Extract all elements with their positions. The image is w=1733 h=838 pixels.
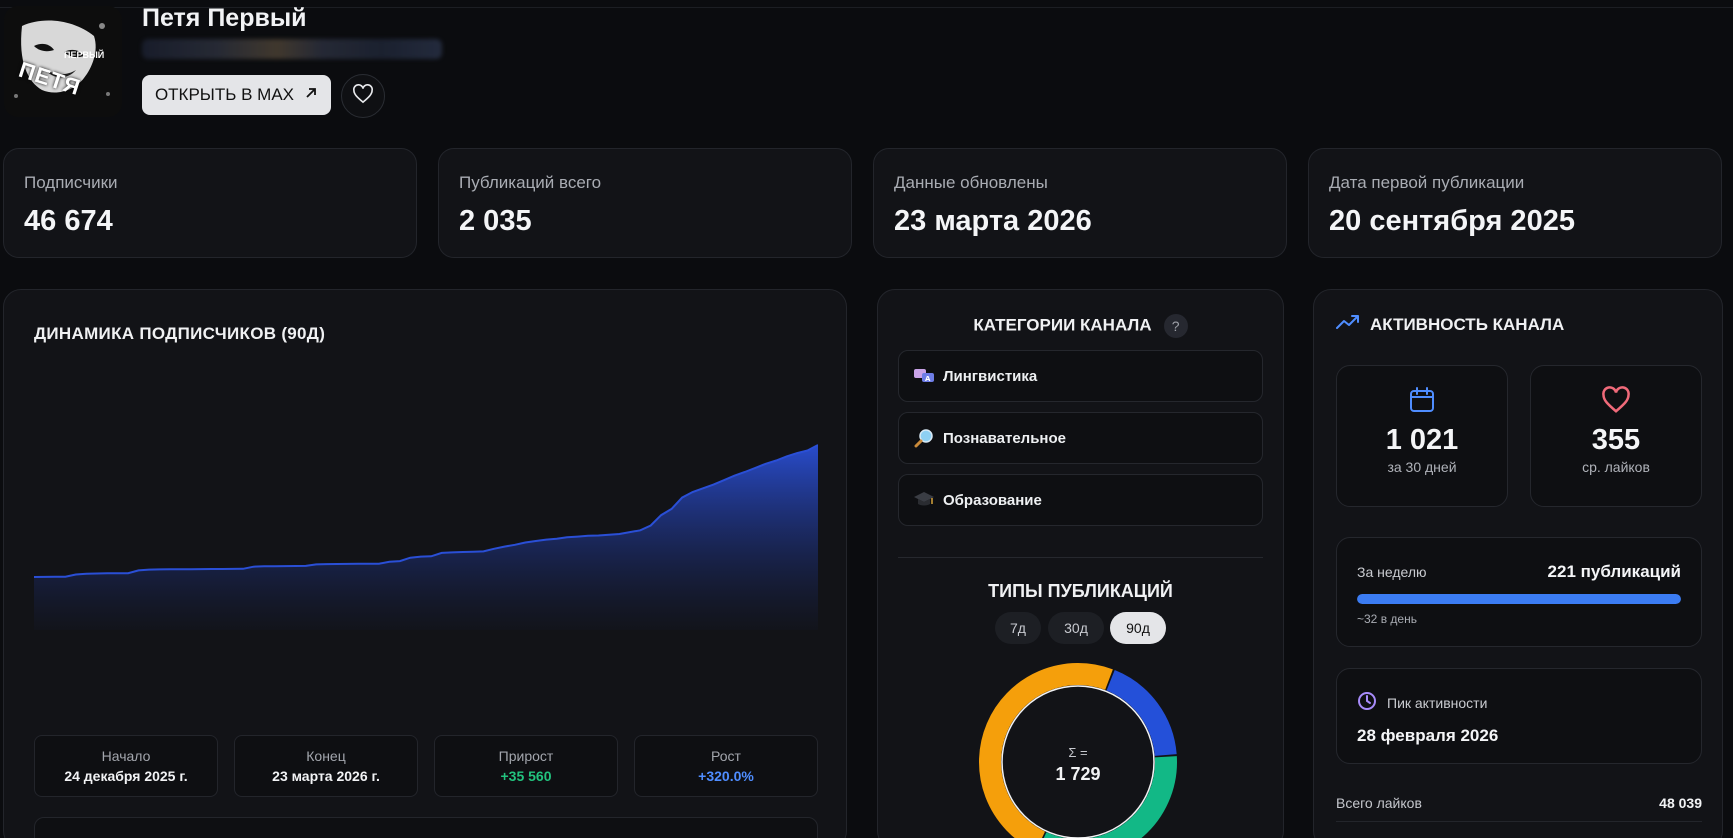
summary-label: Прирост: [498, 748, 554, 764]
graduation-cap-icon: [913, 489, 935, 511]
week-value: 221 публикаций: [1547, 562, 1681, 581]
activity-title: АКТИВНОСТЬ КАНАЛА: [1370, 314, 1565, 334]
category-item-education[interactable]: Образование: [898, 474, 1263, 526]
publication-types-title: ТИПЫ ПУБЛИКАЦИЙ: [988, 581, 1173, 601]
subscribers-dynamics-panel: ДИНАМИКА ПОДПИСЧИКОВ (90Д) Начало 24 дек…: [3, 289, 847, 838]
stat-label: Публикаций всего: [459, 173, 602, 192]
total-likes-label: Всего лайков: [1336, 795, 1422, 811]
summary-growth-percent: Рост +320.0%: [634, 735, 818, 797]
categories-divider: [898, 557, 1263, 558]
posts-30d-value: 1 021: [1385, 424, 1459, 456]
stat-label: Подписчики: [24, 173, 118, 192]
categories-title: КАТЕГОРИИ КАНАЛА?: [878, 314, 1283, 338]
posts-30d-card: 1 021 за 30 дней: [1336, 365, 1508, 507]
avg-likes-card: 355 ср. лайков: [1530, 365, 1702, 507]
summary-label: Рост: [711, 748, 741, 764]
stat-card-first-publication: Дата первой публикации 20 сентября 2025: [1308, 148, 1722, 258]
peak-activity-card: Пик активности 28 февраля 2026: [1336, 668, 1702, 764]
category-item-educational[interactable]: Познавательное: [898, 412, 1263, 464]
external-link-icon: [304, 85, 318, 105]
avg-likes-value: 355: [1591, 424, 1641, 456]
open-in-max-label: ОТКРЫТЬ В MAX: [154, 85, 295, 104]
summary-label: Начало: [101, 748, 151, 764]
category-label: Лингвистика: [943, 367, 1038, 385]
donut-segment-blue[interactable]: [1106, 670, 1177, 757]
posts-30d-label: за 30 дней: [1387, 459, 1457, 475]
total-likes-value: 48 039: [1659, 795, 1702, 811]
summary-value: 24 декабря 2025 г.: [64, 768, 188, 784]
categories-panel: КАТЕГОРИИ КАНАЛА? A Лингвистика Познават…: [877, 289, 1284, 838]
category-item-linguistics[interactable]: A Лингвистика: [898, 350, 1263, 402]
summary-label: Конец: [306, 748, 346, 764]
channel-handle-blurred: [142, 39, 442, 59]
favorite-button[interactable]: [341, 74, 385, 118]
peak-label: Пик активности: [1387, 694, 1488, 711]
top-divider: [0, 7, 1733, 8]
stat-label: Данные обновлены: [894, 173, 1048, 192]
calendar-icon: [1337, 386, 1507, 414]
stat-label: Дата первой публикации: [1329, 173, 1525, 192]
dynamics-title: ДИНАМИКА ПОДПИСЧИКОВ (90Д): [34, 324, 326, 343]
stat-value: 23 марта 2026: [894, 205, 1092, 237]
avg-likes-label: ср. лайков: [1582, 459, 1650, 475]
stat-value: 2 035: [459, 205, 532, 237]
week-note: ~32 в день: [1357, 612, 1417, 626]
stat-card-subscribers: Подписчики 46 674: [3, 148, 417, 258]
heart-icon: [1531, 386, 1701, 414]
clock-icon: [1357, 691, 1377, 714]
donut-segment-green[interactable]: [1042, 756, 1177, 838]
week-progress-track: [1357, 594, 1681, 604]
channel-avatar: ПЕРВЫЙ ПЕТЯ: [4, 6, 122, 117]
donut-inner-ring: [1001, 685, 1155, 838]
period-tab-7d[interactable]: 7д: [995, 612, 1041, 644]
donut-sigma: Σ =: [1068, 745, 1088, 760]
donut-center-label: Σ = 1 729: [978, 745, 1178, 785]
donut-segment-orange[interactable]: [979, 663, 1113, 838]
speech-bubbles-icon: A: [913, 365, 935, 387]
open-in-max-button[interactable]: ОТКРЫТЬ В MAX: [142, 75, 331, 115]
help-badge[interactable]: ?: [1163, 314, 1188, 338]
svg-text:A: A: [925, 375, 931, 383]
avatar-text-top: ПЕРВЫЙ: [64, 50, 105, 60]
magnifier-icon: [913, 427, 935, 449]
donut-total: 1 729: [1055, 764, 1101, 784]
categories-title-text: КАТЕГОРИИ КАНАЛА: [973, 315, 1152, 335]
week-label: За неделю: [1357, 564, 1427, 580]
period-tab-30d[interactable]: 30д: [1048, 612, 1104, 644]
summary-end: Конец 23 марта 2026 г.: [234, 735, 418, 797]
chart-line: [34, 444, 818, 578]
week-activity-card: За неделю 221 публикаций ~32 в день: [1336, 537, 1702, 647]
summary-growth: Прирост +35 560: [434, 735, 618, 797]
channel-title: Петя Первый: [142, 4, 307, 32]
summary-value: 23 марта 2026 г.: [272, 768, 380, 784]
trending-up-icon: [1336, 314, 1360, 335]
total-likes-row: Всего лайков 48 039: [1336, 795, 1702, 822]
summary-value: +320.0%: [698, 768, 754, 784]
summary-start: Начало 24 декабря 2025 г.: [34, 735, 218, 797]
peak-date: 28 февраля 2026: [1357, 726, 1499, 745]
heart-outline-icon: [352, 83, 374, 109]
stat-value: 46 674: [24, 205, 113, 237]
chart-area: [34, 445, 818, 630]
activity-panel: АКТИВНОСТЬ КАНАЛА 1 021 за 30 дней 355 с…: [1313, 289, 1723, 838]
summary-value: +35 560: [500, 768, 552, 784]
category-label: Образование: [943, 491, 1042, 509]
activity-header: АКТИВНОСТЬ КАНАЛА: [1336, 314, 1564, 335]
stat-card-publications: Публикаций всего 2 035: [438, 148, 852, 258]
category-label: Познавательное: [943, 429, 1066, 447]
stat-value: 20 сентября 2025: [1329, 205, 1575, 237]
subscribers-area-chart[interactable]: [34, 350, 818, 685]
publication-types-donut[interactable]: [978, 662, 1178, 838]
stat-card-updated: Данные обновлены 23 марта 2026: [873, 148, 1287, 258]
week-progress-fill: [1357, 594, 1681, 604]
period-tab-90d[interactable]: 90д: [1110, 612, 1166, 644]
dynamics-bottom-card: [34, 817, 818, 838]
